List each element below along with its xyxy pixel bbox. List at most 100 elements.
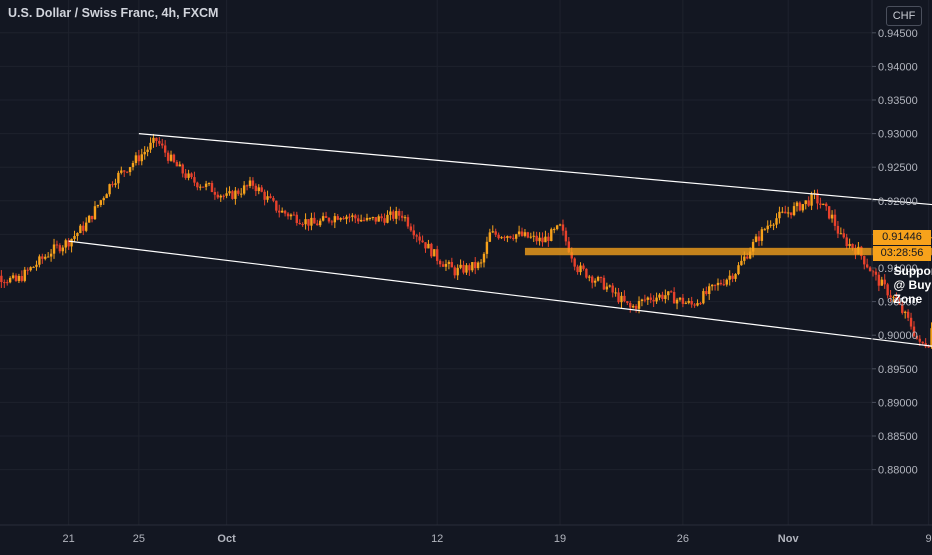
candle-body [430, 244, 432, 257]
candle-body [363, 220, 365, 221]
x-tick-label: 9 [926, 533, 932, 545]
candle-body [316, 224, 318, 226]
candle-body [278, 211, 280, 213]
candle-body [825, 204, 827, 206]
candle-body [512, 238, 514, 239]
y-tick-label: 0.88000 [878, 465, 918, 477]
candle-body [919, 339, 921, 342]
candle-body [111, 184, 113, 185]
candle-body [413, 230, 415, 235]
candle-body [3, 282, 5, 283]
candle-body [29, 267, 31, 270]
candle-body [164, 145, 166, 152]
candle-body [790, 212, 792, 215]
candle-body [863, 256, 865, 264]
candle-body [559, 224, 561, 225]
candle-body [141, 154, 143, 161]
candle-body [828, 206, 830, 218]
candle-body [851, 244, 853, 248]
candle-body [275, 201, 277, 211]
candle-body [527, 232, 529, 237]
candle-body [708, 286, 710, 294]
candle-body [454, 267, 456, 275]
candle-body [597, 277, 599, 281]
candle-body [530, 237, 532, 238]
candle-body [193, 177, 195, 183]
candle-body [468, 265, 470, 270]
candle-body [769, 225, 771, 226]
candle-body [547, 237, 549, 241]
candle-body [182, 164, 184, 173]
symbol-title[interactable]: U.S. Dollar / Swiss Franc, 4h, FXCM [8, 6, 218, 20]
candle-body [144, 152, 146, 154]
candle-body [184, 173, 186, 177]
candle-body [673, 292, 675, 303]
candle-body [214, 192, 216, 195]
candle-body [802, 204, 804, 210]
candle-body [881, 280, 883, 286]
candle-body [313, 218, 315, 224]
candle-body [556, 225, 558, 229]
candle-body [392, 211, 394, 218]
candle-body [705, 291, 707, 294]
candle-body [97, 205, 99, 206]
candle-body [91, 216, 93, 219]
candle-body [246, 185, 248, 186]
candle-body [781, 212, 783, 213]
candle-body [685, 303, 687, 304]
candle-body [445, 264, 447, 267]
candle-body [62, 248, 64, 252]
candle-body [609, 286, 611, 287]
x-tick-label: 19 [554, 533, 566, 545]
candle-body [451, 262, 453, 267]
candle-body [702, 291, 704, 303]
candle-body [755, 236, 757, 241]
candle-body [6, 282, 8, 283]
currency-badge[interactable]: CHF [886, 6, 922, 26]
candle-body [474, 262, 476, 268]
support-zone[interactable] [525, 248, 932, 255]
candle-body [56, 244, 58, 245]
candle-body [53, 244, 55, 253]
candle-body [407, 217, 409, 226]
candle-body [489, 232, 491, 241]
candle-body [94, 206, 96, 219]
candle-body [237, 191, 239, 194]
candle-body [59, 245, 61, 251]
candle-body [325, 216, 327, 218]
candle-body [758, 236, 760, 240]
candle-body [18, 276, 20, 281]
candle-body [699, 303, 701, 304]
candle-body [688, 301, 690, 303]
candle-body [647, 298, 649, 300]
y-tick-label: 0.94000 [878, 61, 918, 73]
candle-body [378, 216, 380, 221]
x-tick-label: 21 [63, 533, 75, 545]
candle-body [331, 221, 333, 222]
candle-body [503, 237, 505, 238]
candle-body [386, 215, 388, 223]
candle-body [372, 217, 374, 218]
candle-body [269, 196, 271, 198]
candle-body [433, 249, 435, 256]
candle-body [726, 280, 728, 285]
candle-body [70, 239, 72, 246]
bar-countdown-label: 03:28:56 [873, 246, 931, 261]
candle-body [173, 155, 175, 162]
candle-body [477, 263, 479, 269]
support-zone-annotation[interactable]: Support @ Buy Zone [894, 264, 932, 306]
candle-body [117, 173, 119, 183]
candle-body [623, 296, 625, 301]
candle-body [805, 200, 807, 204]
candle-body [255, 186, 257, 191]
candle-body [296, 215, 298, 223]
candle-body [424, 242, 426, 248]
candle-body [126, 172, 128, 173]
candle-body [442, 264, 444, 267]
candle-body [635, 306, 637, 309]
candle-body [32, 267, 34, 268]
candle-body [837, 226, 839, 234]
candle-body [395, 211, 397, 219]
